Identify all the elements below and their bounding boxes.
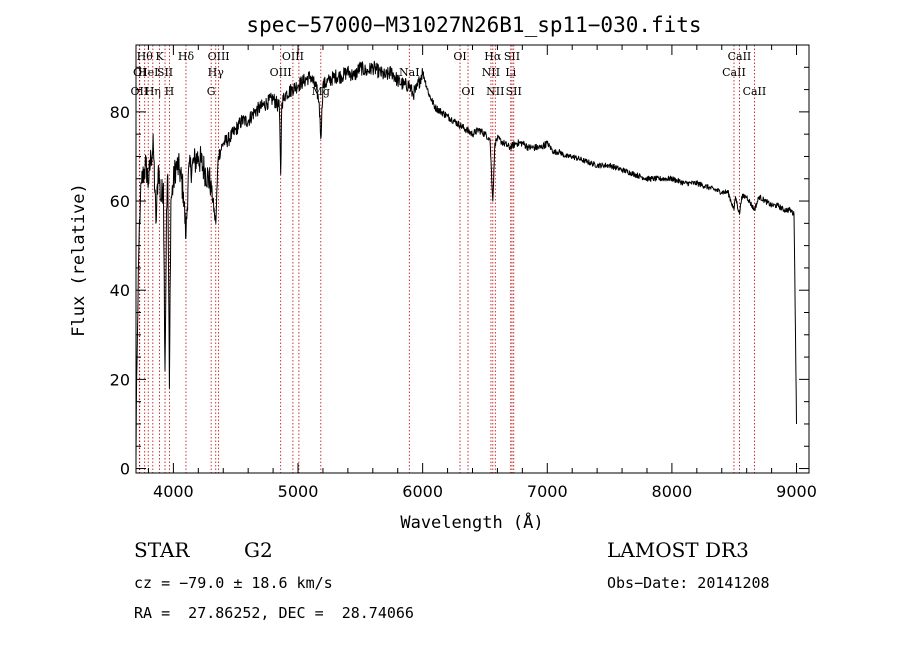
flux-series [135,60,797,460]
chart-title: spec−57000−M31027N26B1_sp11−030.fits [246,13,701,37]
line-marker-label: G [207,85,216,98]
x-tick-label: 7000 [527,482,568,501]
x-tick-label: 8000 [652,482,693,501]
x-tick-label: 5000 [278,482,319,501]
x-axis-label: Wavelength (Å) [400,511,543,533]
y-tick-label: 80 [110,103,130,122]
line-marker-label: SII [506,85,522,98]
coordinates-readout: RA = 27.86252, DEC = 28.74066 [134,604,414,622]
object-class: STAR [134,538,190,562]
y-tick-label: 60 [110,192,130,211]
line-marker-label: NII [482,66,500,79]
y-tick-label: 40 [110,281,130,300]
line-marker-label: Li [505,66,516,79]
line-marker-label: CaII [722,66,746,79]
line-marker-label: OI [453,50,466,63]
x-tick-label: 4000 [153,482,194,501]
redshift-readout: cz = −79.0 ± 18.6 km/s [134,574,333,592]
line-marker-label: OI [461,85,474,98]
line-marker-label: CaII [743,85,767,98]
spectral-line-markers: OIIOIHθHeIHηKSIIHHδGHγOIIIOIIIOIIIMgNaIO… [131,45,767,473]
plot-frame [135,44,810,474]
line-marker-label: Hγ [208,66,225,79]
x-tick-label: 9000 [776,482,817,501]
line-marker-label: Hα [484,50,502,63]
line-marker-label: CaII [728,50,752,63]
line-marker-label: K [155,50,164,63]
line-marker-label: H [165,85,175,98]
y-tick-label: 0 [120,460,130,479]
object-subclass: G2 [244,538,273,562]
line-marker-label: OIII [282,50,304,63]
line-marker-label: NaI [399,66,420,79]
line-marker-label: SII [157,66,173,79]
line-marker-label: Hδ [178,50,195,63]
survey-name: LAMOST DR3 [607,538,749,562]
line-marker-label: Hη [145,85,161,98]
observation-date: Obs−Date: 20141208 [607,574,770,592]
line-marker-label: SII [504,50,520,63]
y-axis-label: Flux (relative) [69,183,89,337]
flux-line [135,60,797,460]
line-marker-label: Hθ [137,50,154,63]
line-marker-label: HeI [138,66,158,79]
x-tick-label: 6000 [402,482,443,501]
y-tick-label: 20 [110,370,130,389]
line-marker-label: OIII [270,66,292,79]
line-marker-label: OIII [208,50,230,63]
line-marker-label: NII [486,85,504,98]
axis-ticks: 4000 5000 6000 7000 8000 9000 0 20 40 60 80 [110,45,817,501]
